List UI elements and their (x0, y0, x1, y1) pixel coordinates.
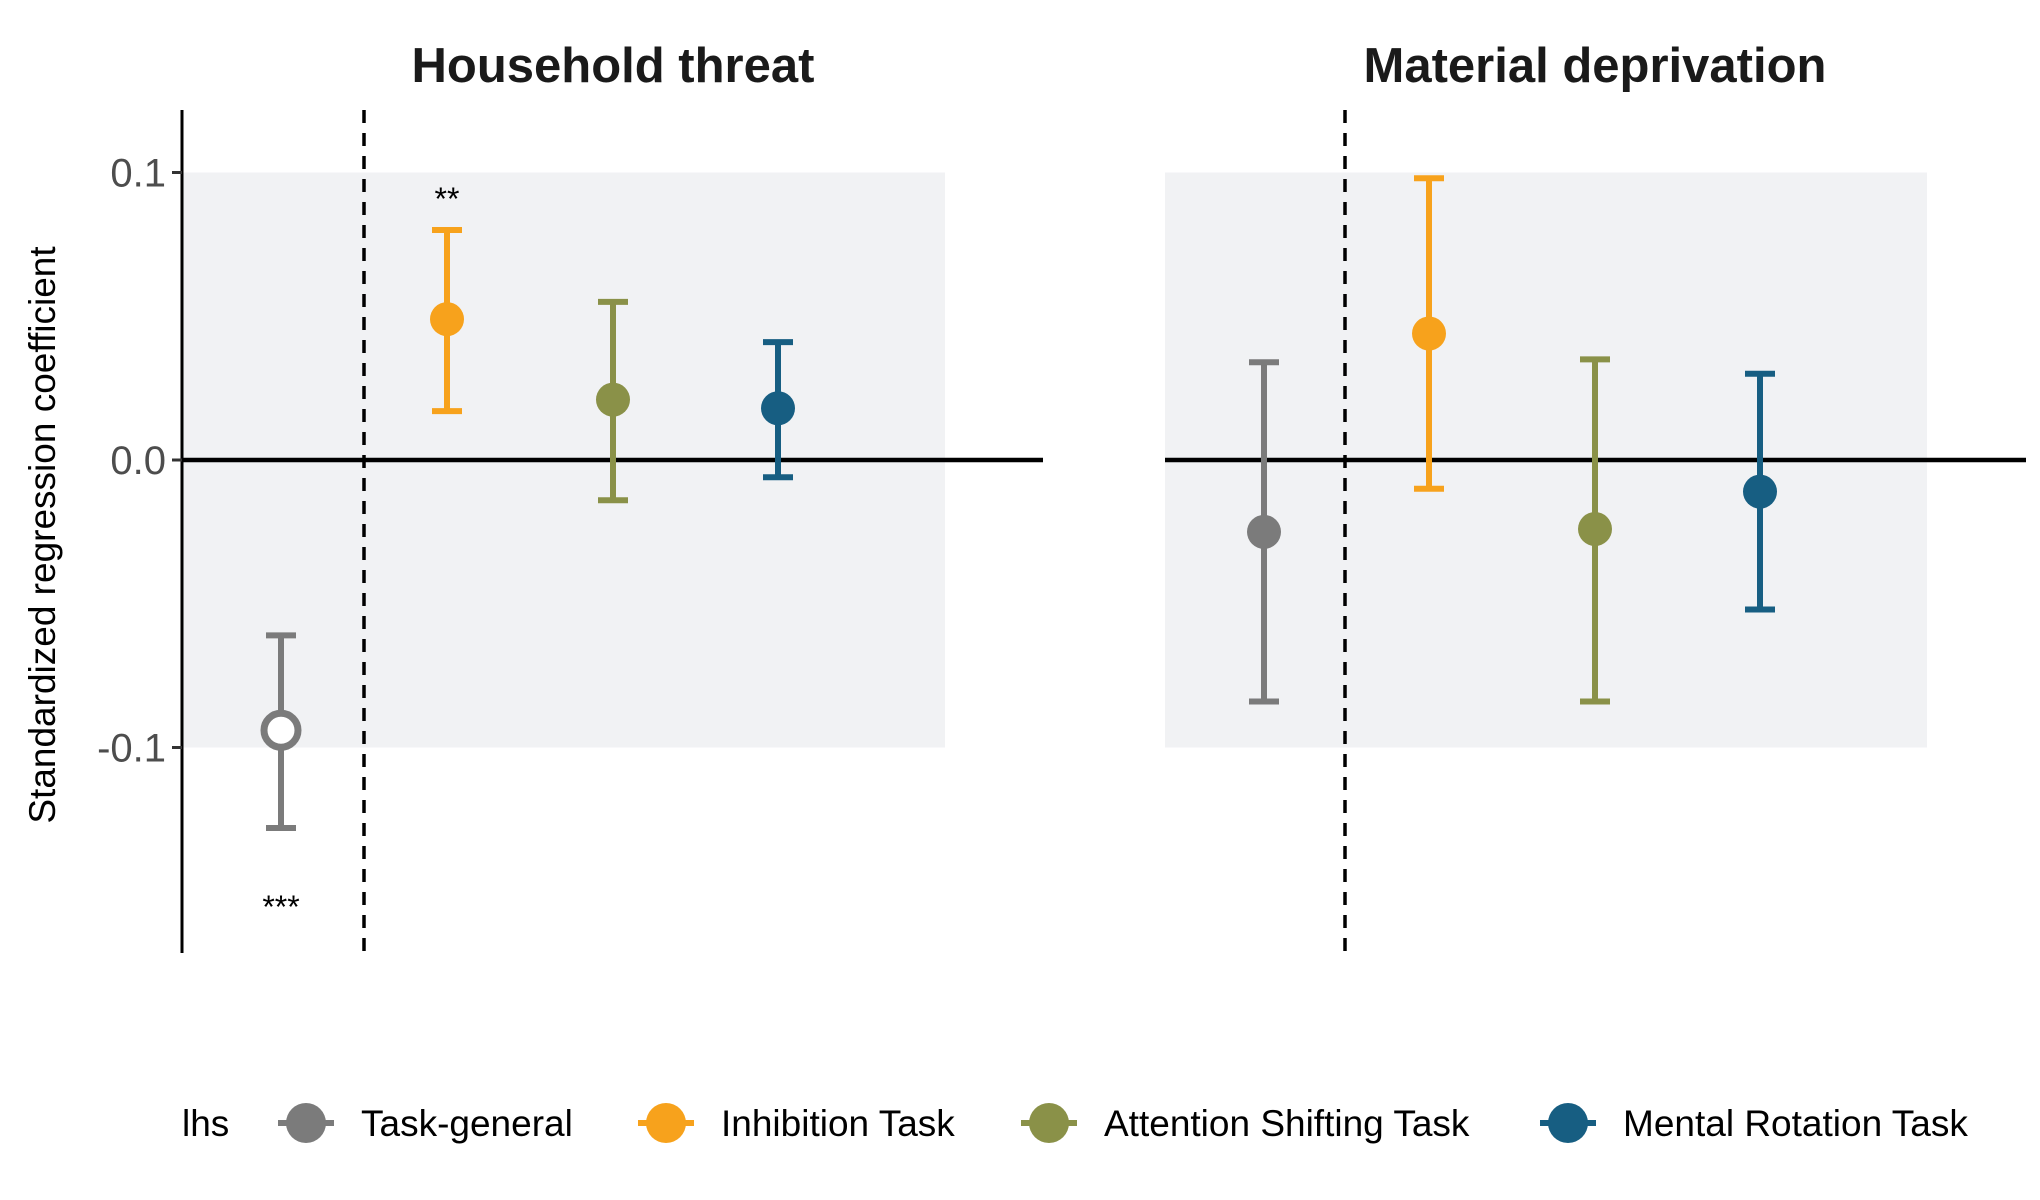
point-estimate (761, 391, 795, 426)
point-range: *** (260, 632, 302, 925)
legend-label: Mental Rotation Task (1623, 1103, 1968, 1144)
panel-title: Material deprivation (1364, 39, 1827, 93)
legend-entry: Mental Rotation Task (1540, 1103, 1968, 1144)
point-estimate (430, 302, 464, 337)
point-range: ** (430, 181, 464, 415)
plot-panels: Household threat-0.10.00.1*****Material … (97, 39, 2026, 953)
point-range (761, 339, 795, 481)
y-tick-label: 0.1 (110, 152, 166, 196)
point-estimate (1743, 474, 1777, 509)
legend-label: Inhibition Task (721, 1103, 955, 1144)
point-estimate (1247, 514, 1281, 549)
legend-label: Task-general (361, 1103, 573, 1144)
legend-key-marker (1548, 1103, 1588, 1143)
legend-entry: Inhibition Task (638, 1103, 955, 1144)
significance-label: *** (262, 889, 299, 925)
panel-title: Household threat (412, 39, 815, 93)
legend-key-marker (646, 1103, 686, 1143)
point-range (1743, 370, 1777, 613)
y-tick-label: -0.1 (97, 727, 166, 771)
point-range (1412, 175, 1446, 492)
point-estimate (260, 709, 302, 751)
y-tick-label: 0.0 (110, 439, 166, 483)
legend-entry: Attention Shifting Task (1021, 1103, 1470, 1144)
point-estimate (1412, 316, 1446, 351)
point-range (596, 298, 630, 504)
legend-label: Attention Shifting Task (1104, 1103, 1470, 1144)
legend-title: lhs (182, 1103, 229, 1144)
legend: lhs Task-general Inhibition Task Attention … (182, 1103, 1968, 1144)
point-range (1578, 356, 1612, 705)
point-range (1247, 359, 1281, 705)
y-axis-title: Standardized regression coefficient (22, 246, 63, 824)
point-estimate (596, 382, 630, 417)
panel-2: Material deprivation (1165, 39, 2026, 953)
legend-key-marker (286, 1103, 326, 1143)
panel-1: Household threat-0.10.00.1***** (97, 39, 1043, 953)
legend-entry: Task-general (278, 1103, 573, 1144)
significance-label: ** (435, 181, 460, 217)
point-estimate (1578, 512, 1612, 546)
legend-key-marker (1029, 1103, 1069, 1143)
